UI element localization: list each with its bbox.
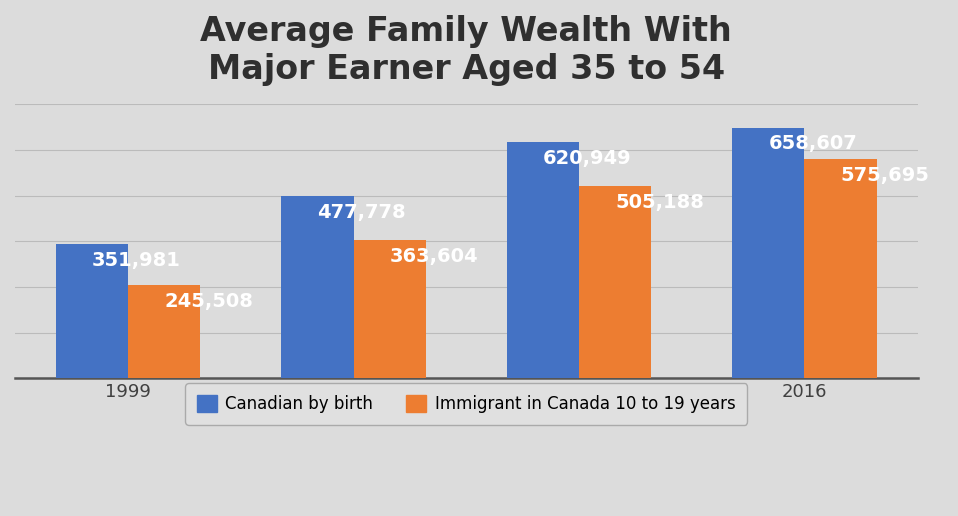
- Bar: [354, 240, 425, 378]
- Title: Average Family Wealth With
Major Earner Aged 35 to 54: Average Family Wealth With Major Earner …: [200, 15, 732, 86]
- Text: 575,695: 575,695: [840, 166, 929, 185]
- Text: 620,949: 620,949: [543, 149, 631, 168]
- Bar: [805, 159, 877, 378]
- Bar: [56, 244, 128, 378]
- Text: 245,508: 245,508: [164, 292, 253, 311]
- Bar: [128, 285, 200, 378]
- Text: 477,778: 477,778: [317, 203, 406, 222]
- Text: 363,604: 363,604: [390, 247, 478, 266]
- Text: 351,981: 351,981: [92, 251, 181, 270]
- Text: 505,188: 505,188: [615, 193, 704, 212]
- Bar: [507, 142, 579, 378]
- Bar: [282, 197, 354, 378]
- Text: 658,607: 658,607: [768, 135, 857, 153]
- Bar: [732, 127, 805, 378]
- Bar: [579, 186, 651, 378]
- Legend: Canadian by birth, Immigrant in Canada 10 to 19 years: Canadian by birth, Immigrant in Canada 1…: [185, 383, 747, 425]
